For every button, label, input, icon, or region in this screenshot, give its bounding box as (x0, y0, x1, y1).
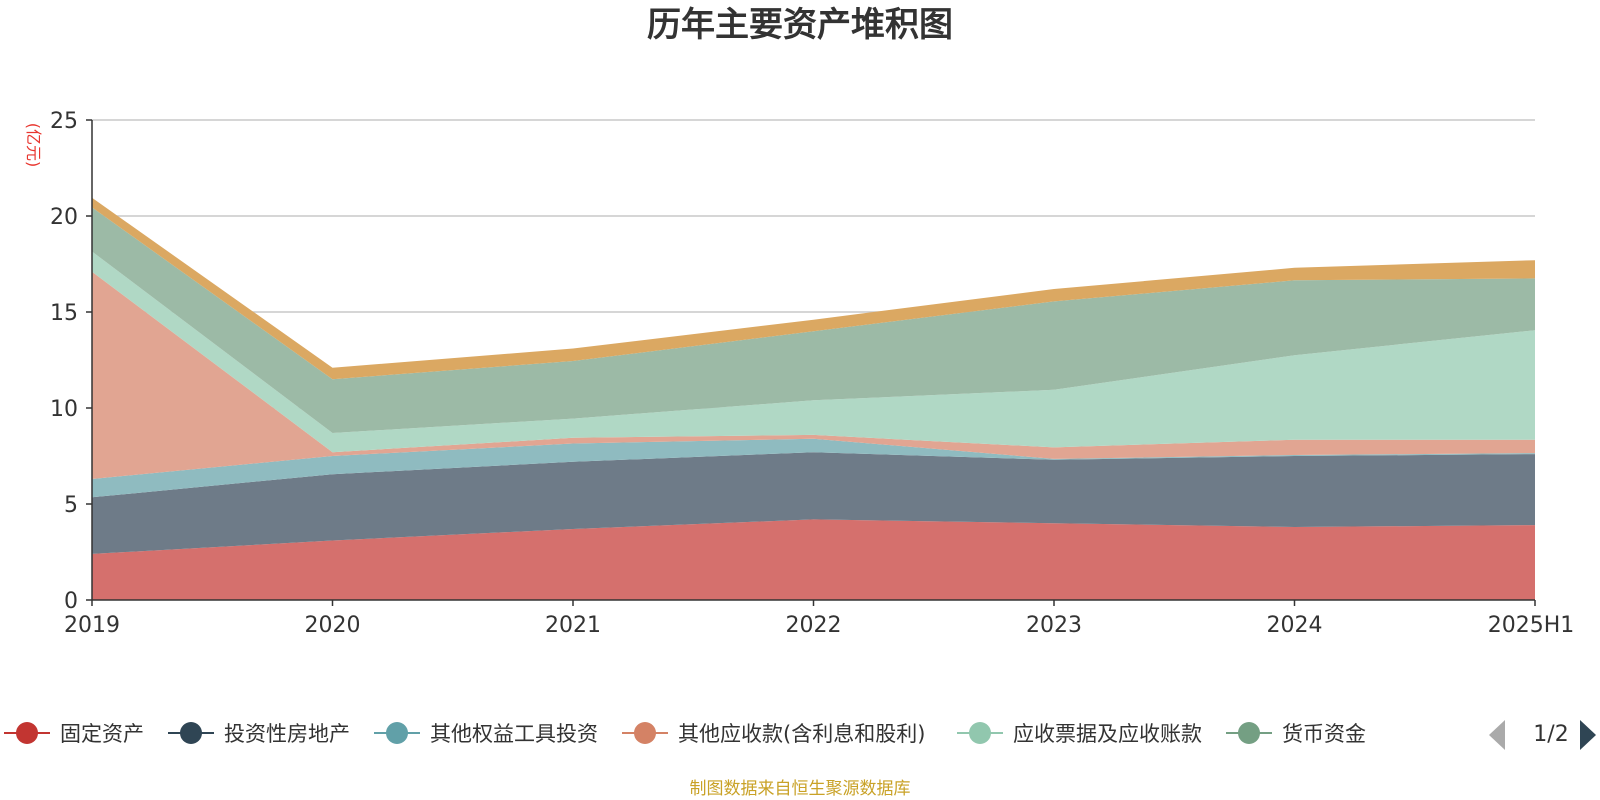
y-tick-label: 25 (50, 109, 78, 134)
area-series-2 (92, 438, 1535, 498)
y-tick-label: 15 (50, 301, 78, 326)
legend-label: 其他应收款(含利息和股利) (678, 722, 925, 746)
legend-label: 货币资金 (1282, 722, 1366, 746)
area-series-5 (92, 207, 1535, 433)
legend-next-icon[interactable] (1580, 720, 1596, 750)
y-tick-label: 5 (64, 493, 78, 518)
chart-title: 历年主要资产堆积图 (647, 5, 953, 45)
x-tick-label: 2024 (1267, 613, 1323, 638)
legend-label: 投资性房地产 (224, 722, 350, 746)
x-tick-label: 2023 (1026, 613, 1082, 638)
x-tick-label: 2019 (64, 613, 120, 638)
legend-item[interactable]: 其他权益工具投资 (374, 722, 598, 746)
legend-marker (634, 722, 656, 744)
y-tick-label: 10 (50, 397, 78, 422)
area-series-1 (92, 452, 1535, 554)
legend-prev-icon[interactable] (1489, 720, 1505, 750)
legend-label: 其他权益工具投资 (430, 722, 598, 746)
area-series-0 (92, 519, 1535, 600)
legend-item[interactable]: 应收票据及应收账款 (957, 722, 1202, 746)
x-axis-ticks: 2019 2020 2021 2022 2023 2024 2025H1 (64, 600, 1574, 638)
x-tick-label: 2021 (545, 613, 601, 638)
legend-marker (1238, 722, 1260, 744)
area-series-3 (92, 271, 1535, 479)
legend-item[interactable]: 其他应收款(含利息和股利) (622, 722, 925, 746)
legend-item[interactable]: 固定资产 (4, 722, 144, 746)
area-series (92, 197, 1535, 600)
legend-label: 应收票据及应收账款 (1013, 722, 1202, 746)
legend[interactable]: 固定资产 投资性房地产 其他权益工具投资 其他应收款(含利息和股利) 应收票据及应收账款… (4, 720, 1596, 750)
legend-marker (969, 722, 991, 744)
y-tick-label: 0 (64, 589, 78, 614)
legend-label: 固定资产 (60, 722, 144, 746)
legend-marker (16, 722, 38, 744)
y-axis-unit-label: (亿元) (24, 123, 43, 168)
legend-item[interactable]: 投资性房地产 (168, 722, 350, 746)
legend-pager: 1/2 (1489, 720, 1596, 750)
legend-marker (180, 722, 202, 744)
y-tick-label: 20 (50, 205, 78, 230)
x-tick-label: 2022 (786, 613, 842, 638)
x-tick-label: 2020 (305, 613, 361, 638)
legend-item[interactable]: 货币资金 (1226, 722, 1366, 746)
y-axis-ticks: 0 5 10 15 20 25 (50, 109, 92, 614)
area-series-4 (92, 251, 1535, 453)
legend-page-indicator: 1/2 (1533, 722, 1568, 747)
source-note: 制图数据来自恒生聚源数据库 (690, 779, 911, 799)
legend-items: 固定资产 投资性房地产 其他权益工具投资 其他应收款(含利息和股利) 应收票据及应收账款… (4, 722, 1366, 746)
x-tick-label: 2025H1 (1488, 613, 1575, 638)
legend-marker (386, 722, 408, 744)
